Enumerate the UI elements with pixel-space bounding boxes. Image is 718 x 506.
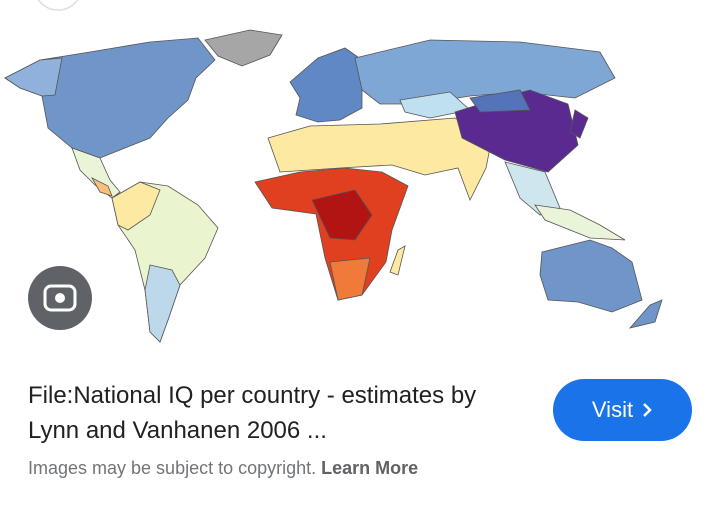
region [539,239,643,313]
result-title[interactable]: File:National IQ per country - estimates… [28,382,477,444]
region [267,117,493,201]
region [469,89,531,113]
lens-icon [43,284,77,312]
region [90,177,113,197]
lens-icon-dot [55,293,65,303]
visit-button[interactable]: Visit [553,379,692,441]
region [399,91,471,119]
region [354,39,616,105]
region [389,245,406,276]
region [111,181,161,231]
learn-more-link[interactable]: Learn More [321,458,419,478]
avatar [37,0,79,11]
notice-text: Images may be subject to copyright. [28,458,317,478]
chevron-icon [643,403,652,417]
region [329,257,371,301]
region [534,204,626,241]
region [204,29,283,67]
region [569,109,589,139]
region [289,47,363,123]
region [71,147,121,199]
region [4,37,216,159]
copyright-notice: Images may be subject to copyright. Learn… [28,458,418,479]
region [4,57,63,97]
visit-label: Visit [591,397,634,422]
region [144,264,181,343]
region [311,189,373,241]
region [628,299,663,329]
map-image[interactable] [0,0,718,360]
